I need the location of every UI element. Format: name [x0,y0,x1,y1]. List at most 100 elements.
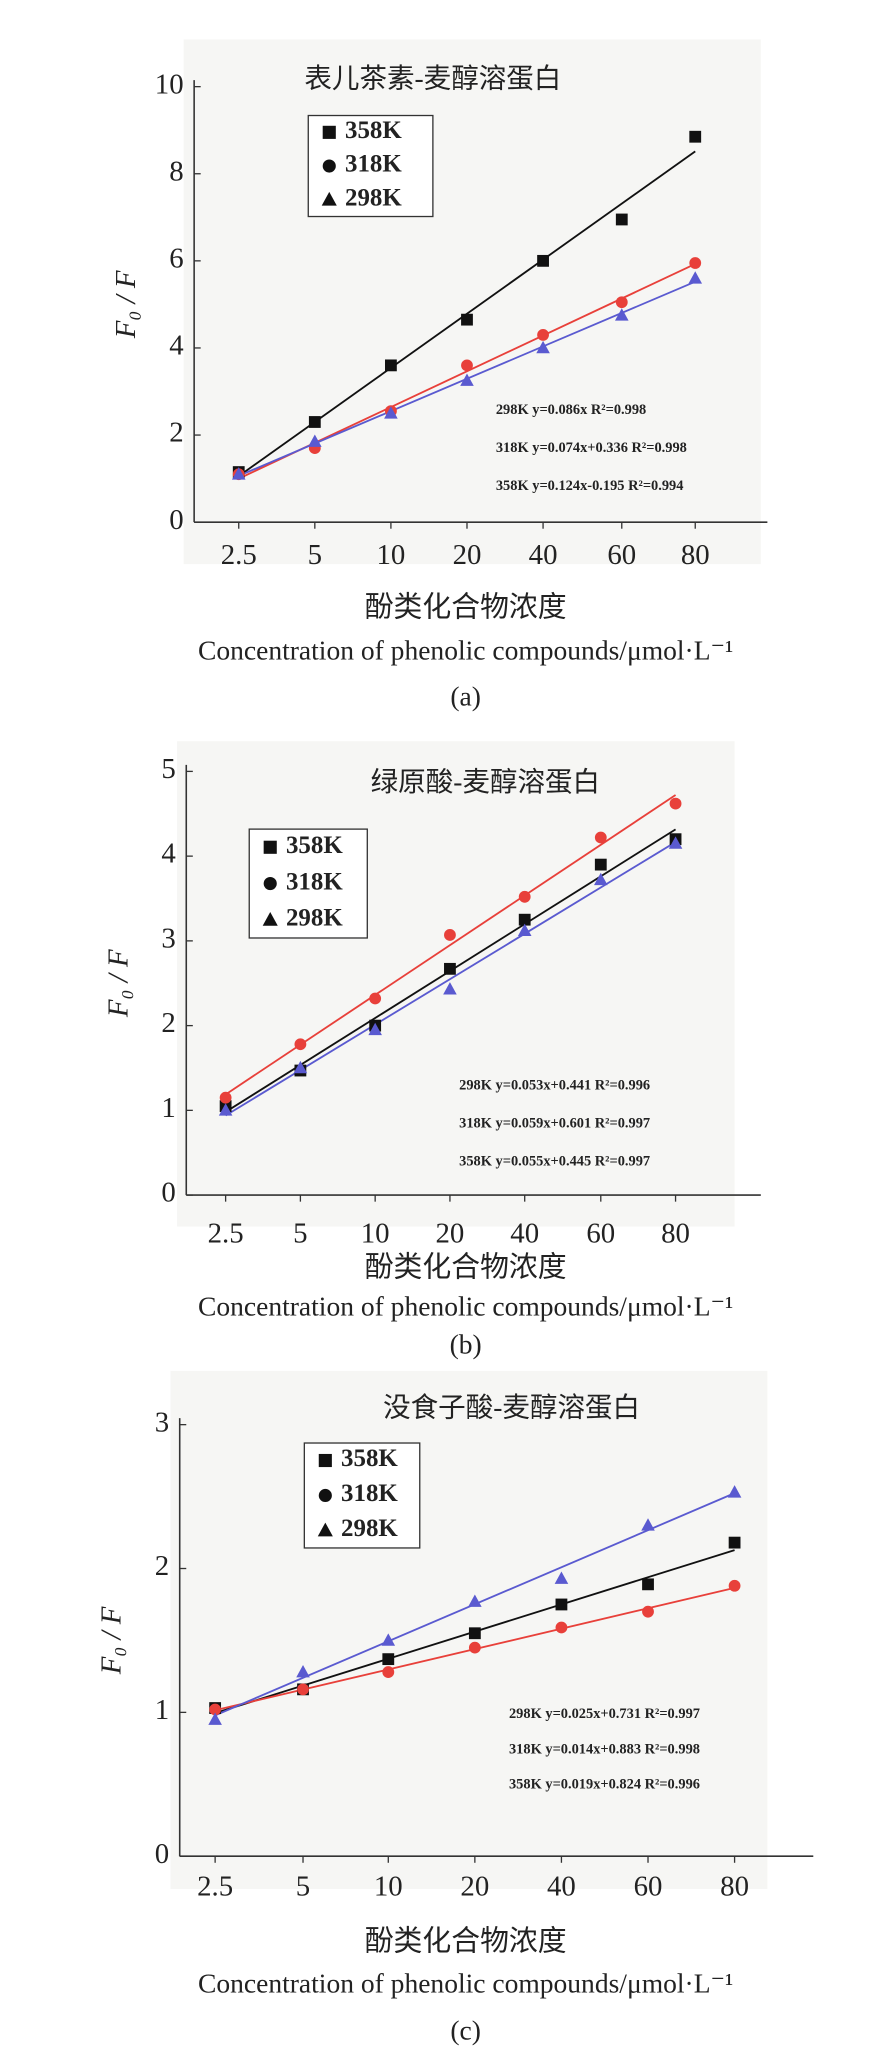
x-tick-label: 80 [661,1217,690,1249]
x-tick-label: 60 [634,1871,663,1903]
y-tick-label: 6 [169,242,183,274]
plot-background [177,741,735,1227]
y-tick-label: 0 [169,504,183,536]
marker-square [382,1653,395,1666]
fit-annotation: 298K y=0.025x+0.731 R²=0.997 [509,1706,700,1722]
legend-label: 298K [341,1515,398,1542]
legend-label: 318K [286,868,343,895]
fit-annotation: 298K y=0.086x R²=0.998 [496,402,646,418]
x-tick-label: 60 [586,1217,615,1249]
marker-triangle [593,872,608,886]
caption: (a) [450,681,481,712]
legend-label: 318K [345,151,402,178]
y-tick-label: 2 [155,1550,169,1582]
marker-circle [728,1579,741,1592]
marker-triangle [443,982,457,995]
y-tick-label: 2 [169,417,183,449]
legend-label: 358K [341,1445,398,1472]
marker-circle [594,831,607,844]
fit-annotation: 318K y=0.074x+0.336 R²=0.998 [496,440,687,456]
marker-square [461,313,473,326]
marker-triangle [688,271,703,284]
plot-background [183,39,761,565]
x-tick-label: 10 [376,539,405,571]
marker-circle [322,159,336,173]
marker-square [518,913,531,926]
marker-circle [615,296,628,309]
marker-circle [219,1091,232,1104]
marker-circle [318,1488,332,1503]
y-tick-label: 3 [161,922,175,954]
marker-triangle [293,1060,308,1074]
legend-label: 358K [286,832,343,859]
x-tick-label: 2.5 [221,539,257,571]
marker-circle [263,876,277,891]
marker-circle [642,1605,654,1618]
y-tick-label: 0 [161,1177,175,1209]
y-tick-label: 4 [161,838,175,870]
y-tick-label: 5 [161,753,175,785]
marker-triangle [368,1022,382,1036]
chart-title: 绿原酸-麦醇溶蛋白 [371,766,600,797]
legend-label: 318K [341,1480,398,1507]
marker-circle [669,797,682,810]
marker-square [728,1536,741,1549]
marker-square [468,1627,481,1640]
marker-triangle [668,836,683,849]
fit-annotation: 358K y=0.124x-0.195 R²=0.994 [496,478,684,494]
x-axis-label-en: Concentration of phenolic compounds/μmol… [198,1967,733,1998]
marker-square [444,962,456,975]
legend-label: 298K [286,905,343,932]
marker-circle [209,1703,222,1716]
marker-triangle [321,191,337,206]
marker-square [537,254,549,267]
x-tick-label: 20 [453,539,482,571]
x-tick-label: 2.5 [208,1217,244,1249]
y-tick-label: 10 [155,68,184,100]
x-axis-label-en: Concentration of phenolic compounds/μmol… [198,635,733,666]
legend-label: 358K [345,117,402,144]
fit-annotation: 298K y=0.053x+0.441 R²=0.996 [459,1078,650,1094]
caption: (c) [450,2015,481,2046]
marker-triangle [208,1712,222,1725]
y-tick-label: 0 [155,1838,169,1870]
marker-square [642,1578,654,1591]
fit-annotation: 318K y=0.059x+0.601 R²=0.997 [459,1116,650,1132]
x-tick-label: 40 [529,539,558,571]
marker-triangle [614,308,629,321]
x-axis-label: 酚类化合物浓度 [365,592,567,624]
marker-triangle [460,373,474,386]
marker-triangle [296,1665,310,1678]
marker-circle [555,1621,568,1634]
marker-circle [461,359,473,372]
y-tick-label: 1 [155,1694,169,1726]
marker-square [615,213,628,226]
y-tick-label: 4 [169,330,183,362]
x-tick-label: 5 [308,539,322,571]
x-tick-label: 40 [510,1217,539,1249]
caption: (b) [450,1329,482,1360]
marker-circle [382,1666,395,1678]
y-tick-label: 8 [169,155,183,187]
marker-circle [297,1683,309,1696]
marker-triangle [536,340,550,354]
y-axis-label: F₀ / F [110,270,142,339]
y-tick-label: 1 [161,1092,175,1124]
x-tick-label: 60 [607,539,636,571]
marker-triangle [231,467,246,480]
marker-square [322,125,336,139]
x-tick-label: 80 [720,1871,749,1903]
marker-circle [518,890,531,903]
x-tick-label: 40 [547,1871,576,1903]
fit-annotation: 318K y=0.014x+0.883 R²=0.998 [509,1741,700,1757]
x-tick-label: 10 [374,1871,403,1903]
marker-triangle [727,1485,742,1498]
marker-triangle [384,406,398,419]
marker-square [308,416,321,428]
marker-triangle [517,923,532,937]
marker-triangle [262,911,278,926]
marker-circle [689,257,702,269]
x-axis-label: 酚类化合物浓度 [365,1926,567,1958]
